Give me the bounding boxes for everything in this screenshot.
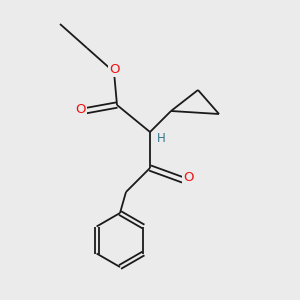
Text: O: O <box>183 171 194 184</box>
Text: O: O <box>75 103 86 116</box>
Text: H: H <box>157 132 166 145</box>
Text: O: O <box>109 63 119 76</box>
